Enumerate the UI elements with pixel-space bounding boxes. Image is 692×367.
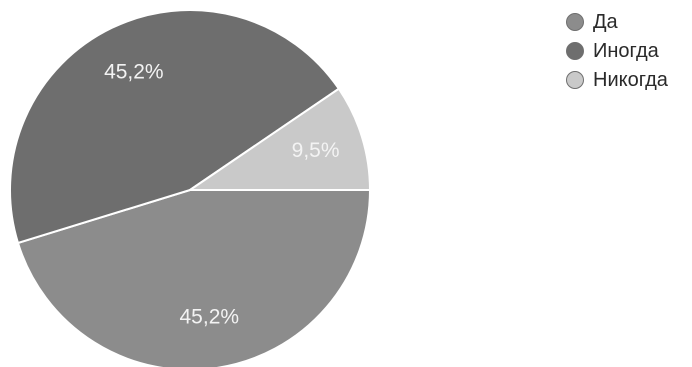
legend: Да Иногда Никогда [566, 8, 668, 95]
legend-label-inogda: Иногда [593, 39, 659, 62]
slice-nikogda[interactable] [186, 87, 372, 191]
slice-labels: 45,2% 45,2% 9,5% [104, 61, 339, 329]
slice-label-nikogda: 9,5% [292, 139, 340, 162]
legend-label-nikogda: Никогда [593, 68, 668, 91]
legend-item-da[interactable]: Да [566, 8, 668, 36]
legend-item-inogda[interactable]: Иногда [566, 37, 668, 65]
legend-label-da: Да [593, 10, 618, 33]
legend-swatch-nikogda [566, 71, 584, 89]
legend-swatch-da [566, 13, 584, 31]
slice-da[interactable] [16, 189, 372, 367]
slice-label-da: 45,2% [180, 306, 240, 329]
pie-chart: 45,2% 45,2% 9,5% [9, 9, 372, 367]
slice-inogda[interactable] [9, 9, 341, 245]
pie-slices [9, 9, 372, 367]
legend-item-nikogda[interactable]: Никогда [566, 66, 668, 94]
legend-swatch-inogda [566, 42, 584, 60]
slice-label-inogda: 45,2% [104, 61, 164, 84]
